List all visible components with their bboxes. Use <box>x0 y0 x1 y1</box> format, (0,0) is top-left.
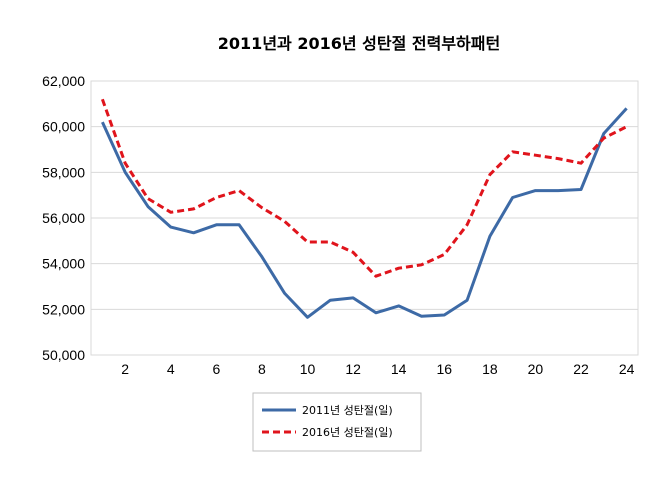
legend-label-1: 2011년 성탄절(일) <box>302 403 393 417</box>
gridlines <box>91 80 638 356</box>
x-tick-label: 20 <box>528 361 544 377</box>
y-tick-label: 50,000 <box>42 347 85 363</box>
y-tick-label: 54,000 <box>42 256 85 272</box>
y-tick-label: 56,000 <box>42 210 85 226</box>
x-tick-label: 4 <box>167 361 175 377</box>
y-tick-label: 60,000 <box>42 119 85 135</box>
legend-box <box>252 392 422 452</box>
x-axis-ticks: 2 4 6 8 10 12 14 16 18 20 22 24 <box>121 361 634 377</box>
series-line-1 <box>101 107 628 319</box>
y-axis-ticks: 50,000 52,000 54,000 56,000 58,000 60,000 62,0… <box>42 73 85 363</box>
series-line-2 <box>100 98 628 278</box>
legend-label-2: 2016년 성탄절(일) <box>302 425 393 439</box>
x-tick-label: 12 <box>345 361 361 377</box>
x-tick-label: 22 <box>573 361 589 377</box>
y-tick-label: 62,000 <box>42 73 85 89</box>
x-tick-label: 2 <box>121 361 129 377</box>
y-tick-label: 58,000 <box>42 164 85 180</box>
x-tick-label: 24 <box>619 361 635 377</box>
x-tick-label: 16 <box>436 361 452 377</box>
series-lines <box>100 98 628 319</box>
x-tick-label: 8 <box>258 361 266 377</box>
chart-title: 2011년과 2016년 성탄절 전력부하패턴 <box>218 34 500 53</box>
y-tick-label: 52,000 <box>42 301 85 317</box>
x-tick-label: 18 <box>482 361 498 377</box>
x-tick-label: 10 <box>300 361 316 377</box>
x-tick-label: 6 <box>212 361 220 377</box>
legend: 2011년 성탄절(일) 2016년 성탄절(일) <box>262 403 393 439</box>
x-tick-label: 14 <box>391 361 407 377</box>
